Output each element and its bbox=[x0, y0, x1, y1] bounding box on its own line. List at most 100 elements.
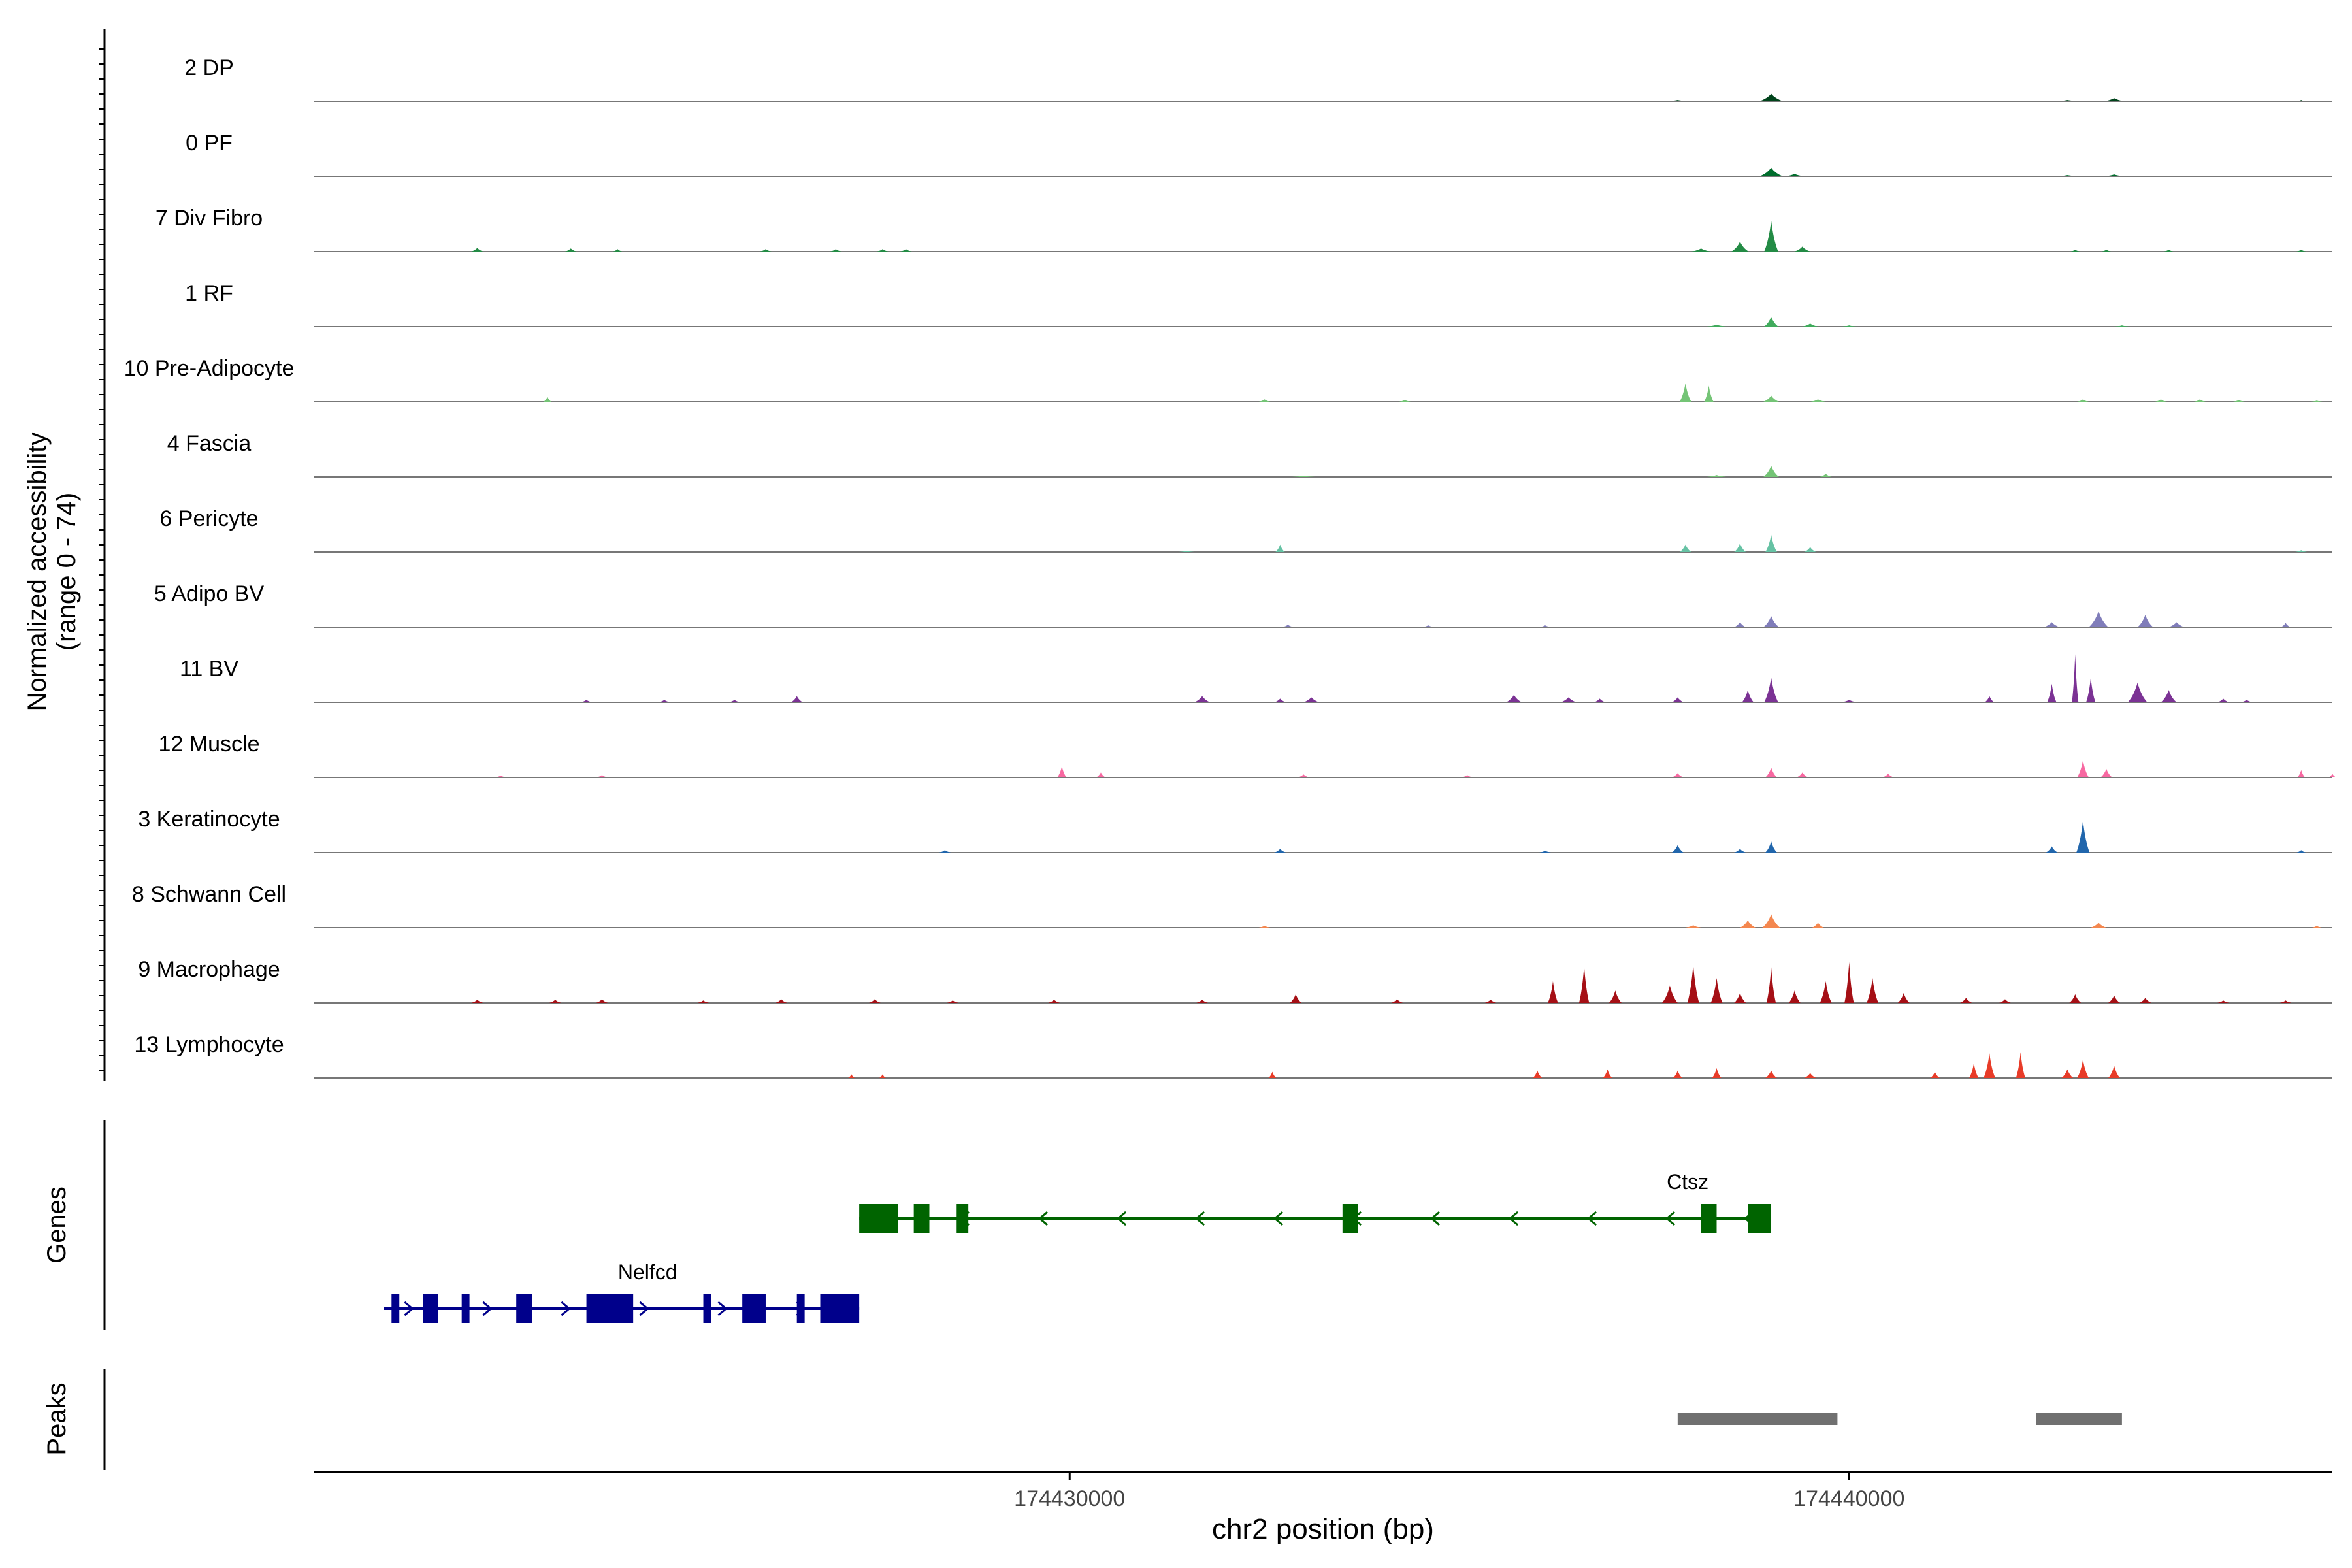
coverage-peak bbox=[1759, 167, 1783, 176]
coverage-peak bbox=[2077, 399, 2089, 402]
coverage-peak bbox=[1731, 241, 1749, 252]
coverage-peak bbox=[1742, 690, 1754, 702]
coverage-peak bbox=[1820, 981, 1832, 1003]
coverage-peak bbox=[2328, 774, 2336, 777]
coverage-peak bbox=[1764, 220, 1778, 252]
coverage-peak bbox=[1763, 465, 1779, 477]
track-1: 0 PF bbox=[186, 131, 2332, 177]
coverage-peak bbox=[2101, 250, 2112, 252]
coverage-peak bbox=[1057, 766, 1067, 777]
coverage-peak bbox=[2161, 690, 2177, 702]
coverage-peak bbox=[2100, 768, 2112, 777]
coverage-peak bbox=[1548, 981, 1558, 1003]
coverage-peak bbox=[2076, 820, 2090, 853]
gene-nelfcd: Nelfcd bbox=[384, 1260, 860, 1323]
strand-arrow bbox=[717, 1301, 728, 1316]
track-label: 3 Keratinocyte bbox=[138, 807, 280, 832]
coverage-peak bbox=[728, 700, 741, 702]
track-label: 10 Pre-Adipocyte bbox=[124, 356, 295, 381]
coverage-peak bbox=[1960, 998, 1972, 1003]
gene-exon bbox=[423, 1294, 438, 1323]
coverage-peak bbox=[1665, 100, 1690, 101]
coverage-peak bbox=[2127, 682, 2148, 702]
gene-exon bbox=[859, 1204, 898, 1233]
gene-label: Nelfcd bbox=[618, 1260, 678, 1284]
coverage-peak bbox=[1539, 625, 1551, 627]
coverage-peak bbox=[1685, 925, 1701, 928]
coverage-peak bbox=[2016, 1052, 2025, 1078]
coverage-peak bbox=[760, 249, 772, 252]
gene-annotations: Ctsz Nelfcd bbox=[384, 1170, 1772, 1323]
coverage-peak bbox=[1258, 926, 1271, 928]
strand-arrow bbox=[1586, 1211, 1597, 1226]
coverage-peak bbox=[1734, 849, 1746, 853]
gene-ctsz: Ctsz bbox=[859, 1170, 1772, 1233]
gene-exon bbox=[516, 1294, 532, 1323]
coverage-peak bbox=[1759, 93, 1783, 101]
coverage-peak bbox=[1298, 774, 1310, 777]
x-axis-ticks: 174430000 174440000 bbox=[1014, 1472, 1904, 1511]
gene-exon bbox=[1342, 1204, 1358, 1233]
coverage-peak bbox=[1820, 474, 1832, 477]
coverage-peak bbox=[2089, 611, 2108, 627]
coverage-peak bbox=[1609, 990, 1622, 1003]
coverage-peak bbox=[1794, 246, 1810, 252]
coverage-peak bbox=[1282, 625, 1294, 627]
coverage-peak bbox=[1796, 772, 1808, 777]
strand-arrow bbox=[482, 1301, 493, 1316]
coverage-peak bbox=[1734, 992, 1746, 1003]
coverage-peak bbox=[1179, 551, 1195, 552]
coverage-peak bbox=[1802, 323, 1818, 327]
coverage-peak bbox=[2104, 98, 2124, 101]
coverage-peak bbox=[1897, 992, 1910, 1003]
coverage-peak bbox=[1841, 325, 1857, 327]
track-10: 3 Keratinocyte bbox=[138, 807, 2332, 853]
coverage-peak bbox=[1882, 774, 1894, 777]
track-7: 5 Adipo BV bbox=[154, 581, 2332, 628]
peak-region-bar bbox=[1677, 1413, 1838, 1425]
coverage-peak bbox=[1984, 1053, 1996, 1078]
strand-arrow bbox=[1665, 1211, 1676, 1226]
coverage-peak bbox=[1710, 978, 1723, 1003]
coverage-peak bbox=[1578, 966, 1590, 1003]
coverage-peak bbox=[1740, 920, 1756, 928]
coverage-peak bbox=[2044, 622, 2060, 627]
coverage-peak bbox=[2232, 400, 2245, 402]
peak-regions bbox=[1677, 1413, 2122, 1425]
coverage-peak bbox=[1784, 174, 1805, 176]
track-4: 10 Pre-Adipocyte bbox=[124, 356, 2332, 402]
coverage-peak bbox=[471, 1000, 483, 1003]
gene-exon bbox=[1748, 1204, 1772, 1233]
strand-arrow bbox=[561, 1301, 571, 1316]
coverage-peak bbox=[1691, 248, 1711, 252]
coverage-peak bbox=[1391, 999, 1403, 1003]
coverage-peak bbox=[2297, 770, 2306, 777]
x-axis-label: chr2 position (bp) bbox=[1212, 1513, 1434, 1545]
coverage-peak bbox=[1765, 1070, 1777, 1078]
coverage-peak bbox=[2311, 400, 2323, 402]
strand-arrow bbox=[404, 1301, 414, 1316]
track-label: 7 Div Fibro bbox=[155, 206, 263, 231]
track-label: 0 PF bbox=[186, 131, 233, 155]
coverage-peak bbox=[1765, 534, 1777, 552]
gene-exon bbox=[742, 1294, 766, 1323]
coverage-peak bbox=[2279, 1000, 2292, 1003]
coverage-peak bbox=[1804, 1073, 1816, 1078]
track-6: 6 Pericyte bbox=[159, 506, 2332, 553]
coverage-peak bbox=[1560, 697, 1576, 702]
coverage-tracks: 2 DP 0 PF 7 Div Fibro 1 RF 10 Pre-Adipocyte 4… bbox=[124, 56, 2336, 1079]
gene-exon bbox=[913, 1204, 930, 1233]
coverage-peak bbox=[1764, 316, 1778, 327]
coverage-peak bbox=[900, 249, 912, 252]
track-3: 1 RF bbox=[185, 281, 2332, 327]
coverage-peak bbox=[1841, 700, 1857, 702]
coverage-peak bbox=[1274, 849, 1286, 853]
coverage-peak bbox=[596, 999, 608, 1003]
coverage-peak bbox=[1593, 698, 1606, 702]
coverage-peak bbox=[791, 696, 803, 702]
gene-exon bbox=[461, 1294, 470, 1323]
coverage-peak bbox=[1687, 964, 1699, 1003]
coverage-peak bbox=[1930, 1071, 1940, 1078]
strand-arrow bbox=[1037, 1211, 1049, 1226]
